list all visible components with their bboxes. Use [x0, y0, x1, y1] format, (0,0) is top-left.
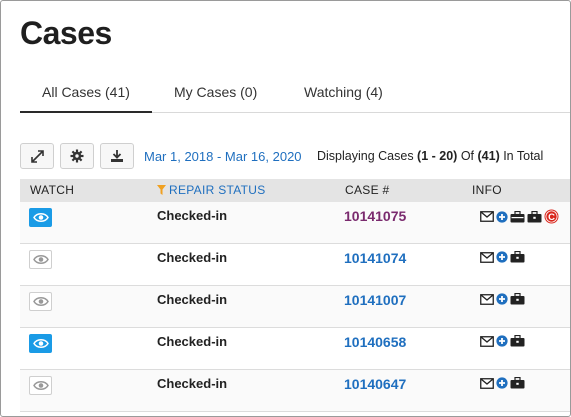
download-icon: [110, 149, 124, 163]
svg-text:C: C: [548, 212, 555, 223]
table-row[interactable]: Checked-in 10141007: [20, 286, 570, 328]
info-icons: [480, 293, 525, 305]
table-row[interactable]: Checked-in 10141074: [20, 244, 570, 286]
download-button[interactable]: [100, 143, 134, 169]
eye-icon: [32, 380, 49, 391]
table-header: WATCH REPAIR STATUS CASE # INFO: [20, 179, 570, 202]
info-icons: C: [480, 209, 559, 224]
envelope-icon[interactable]: [480, 335, 494, 347]
briefcase-icon[interactable]: [510, 293, 525, 305]
repair-status: Checked-in: [157, 334, 228, 349]
table-row[interactable]: Checked-in 10140647: [20, 370, 570, 412]
info-icons: [480, 377, 525, 389]
eye-icon: [32, 254, 49, 265]
watch-toggle[interactable]: [29, 376, 52, 395]
briefcase-icon[interactable]: [510, 377, 525, 389]
briefcase-icon[interactable]: [527, 210, 542, 223]
tab-all-cases[interactable]: All Cases (41): [20, 77, 152, 113]
eye-icon: [32, 212, 49, 223]
envelope-icon[interactable]: [480, 251, 494, 263]
tab-watching[interactable]: Watching (4): [304, 84, 383, 100]
settings-button[interactable]: [60, 143, 94, 169]
case-number-link[interactable]: 10141075: [344, 208, 407, 224]
eye-icon: [32, 338, 49, 349]
briefcase-icon[interactable]: [510, 335, 525, 347]
plus-circle-icon[interactable]: [496, 251, 508, 263]
envelope-icon[interactable]: [480, 293, 494, 305]
displaying-count: Displaying Cases (1 - 20) Of (41) In Tot…: [317, 149, 543, 163]
column-header-watch: WATCH: [30, 183, 75, 197]
expand-icon: [30, 149, 44, 163]
table-row[interactable]: Checked-in 10141075 C: [20, 202, 570, 244]
displaying-suffix: In Total: [499, 149, 544, 163]
repair-status: Checked-in: [157, 292, 228, 307]
table-row[interactable]: Checked-in 10140658: [20, 328, 570, 370]
watch-toggle[interactable]: [29, 292, 52, 311]
repair-status-label: REPAIR STATUS: [169, 183, 266, 197]
watch-toggle[interactable]: [29, 250, 52, 269]
date-range-link[interactable]: Mar 1, 2018 - Mar 16, 2020: [144, 149, 302, 164]
displaying-prefix: Displaying Cases: [317, 149, 418, 163]
repair-status: Checked-in: [157, 208, 228, 223]
plus-circle-icon[interactable]: [496, 293, 508, 305]
case-number-link[interactable]: 10140658: [344, 334, 407, 350]
repair-status: Checked-in: [157, 250, 228, 265]
briefcase-icon[interactable]: [510, 251, 525, 263]
watch-toggle[interactable]: [29, 208, 52, 227]
info-icons: [480, 335, 525, 347]
column-header-repair-status[interactable]: REPAIR STATUS: [157, 183, 266, 197]
plus-circle-icon[interactable]: [496, 377, 508, 389]
envelope-icon[interactable]: [480, 211, 494, 222]
column-header-case-number: CASE #: [345, 183, 390, 197]
case-tabs: All Cases (41) My Cases (0) Watching (4): [20, 77, 570, 113]
case-number-link[interactable]: 10141074: [344, 250, 407, 266]
page-title: Cases: [20, 15, 112, 51]
plus-circle-icon[interactable]: [496, 335, 508, 347]
gear-icon: [70, 149, 84, 163]
expand-button[interactable]: [20, 143, 54, 169]
info-icons: [480, 251, 525, 263]
repair-status: Checked-in: [157, 376, 228, 391]
displaying-range: (1 - 20): [417, 149, 458, 163]
envelope-icon[interactable]: [480, 377, 494, 389]
filter-icon: [157, 185, 166, 195]
displaying-mid: Of: [457, 149, 478, 163]
watch-toggle[interactable]: [29, 334, 52, 353]
toolbox-icon[interactable]: [510, 210, 525, 223]
case-number-link[interactable]: 10140647: [344, 376, 407, 392]
displaying-total: (41): [477, 149, 500, 163]
c-badge-icon[interactable]: C: [544, 209, 559, 224]
eye-icon: [32, 296, 49, 307]
case-number-link[interactable]: 10141007: [344, 292, 407, 308]
column-header-info: INFO: [472, 183, 502, 197]
tab-my-cases[interactable]: My Cases (0): [174, 84, 258, 100]
plus-circle-icon[interactable]: [496, 210, 508, 223]
